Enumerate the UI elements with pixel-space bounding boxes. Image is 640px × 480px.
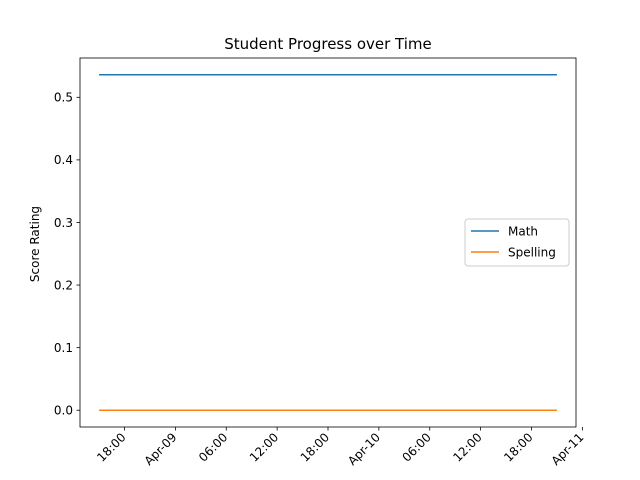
y-tick-label: 0.3 (54, 216, 73, 230)
x-tick-label: 12:00 (450, 430, 484, 464)
x-tick-label: 18:00 (94, 430, 128, 464)
x-tick-label: 12:00 (247, 430, 281, 464)
x-tick-label: 18:00 (501, 430, 535, 464)
y-tick-label: 0.1 (54, 341, 73, 355)
legend-label: Spelling (508, 245, 556, 259)
legend-label: Math (508, 224, 538, 238)
x-tick-label: 06:00 (196, 430, 230, 464)
y-axis-label: Score Rating (28, 206, 42, 282)
x-tick-label: 06:00 (400, 430, 434, 464)
x-tick-label: 18:00 (298, 430, 332, 464)
y-tick-label: 0.4 (54, 153, 73, 167)
y-tick-label: 0.2 (54, 278, 73, 292)
legend: Math Spelling (464, 218, 570, 267)
chart-title: Student Progress over Time (224, 35, 432, 53)
x-tick-label: Apr-09 (142, 430, 180, 468)
x-tick-label: Apr-10 (345, 430, 383, 468)
y-tick-label: 0.0 (54, 404, 73, 418)
y-tick-label: 0.5 (54, 91, 73, 105)
x-tick-label: Apr-11 (549, 430, 587, 468)
